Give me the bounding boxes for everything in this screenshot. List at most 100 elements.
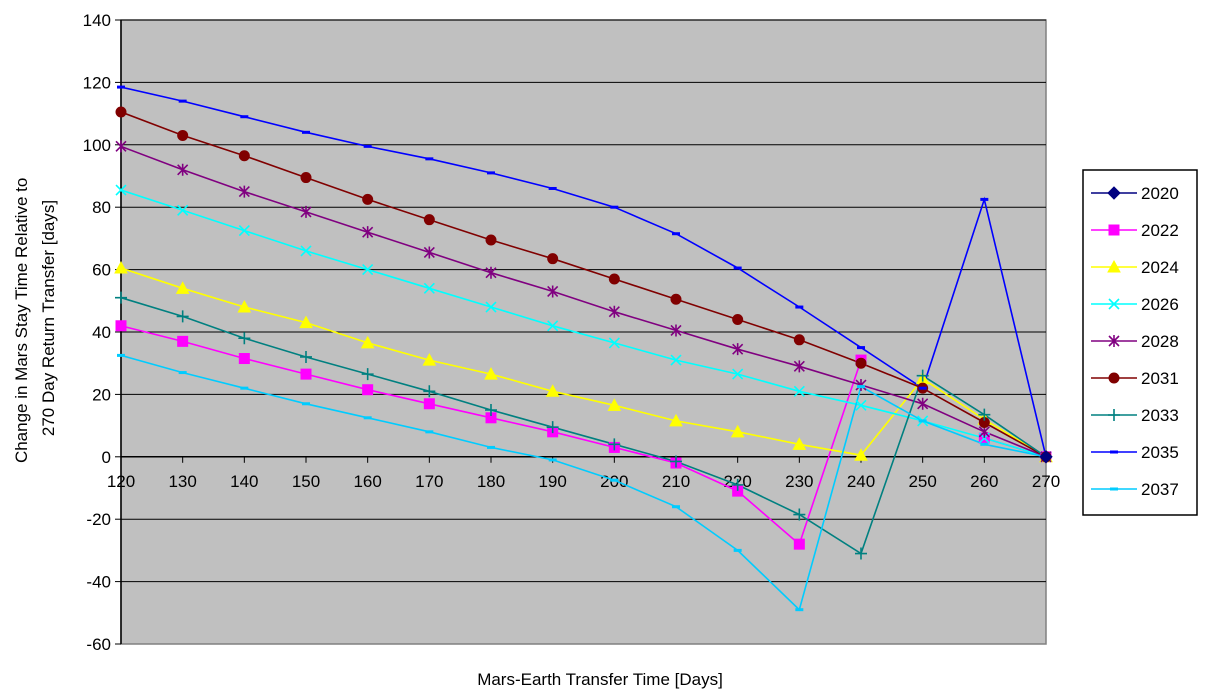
data-point-2026-170 (423, 282, 435, 294)
data-point-2033-130 (176, 310, 189, 323)
data-point-2035-200 (610, 205, 619, 209)
series-line-2028 (120, 145, 1047, 458)
data-point-2028-140 (238, 185, 250, 198)
legend-label: 2020 (1141, 184, 1179, 203)
legend-item-2024: 2024 (1091, 258, 1179, 277)
data-point-2033-210 (670, 455, 682, 468)
data-point-2031-190 (547, 253, 559, 265)
data-point-2035-170 (425, 157, 434, 161)
legend-label: 2026 (1141, 295, 1179, 314)
data-point-2026-210 (670, 354, 682, 366)
y-tick-label: -40 (86, 573, 111, 592)
data-point-2028-240 (855, 379, 867, 392)
data-point-2031-120 (115, 106, 127, 118)
data-point-2035-230 (795, 305, 804, 309)
legend-item-2028: 2028 (1091, 332, 1179, 351)
data-point-2031-180 (485, 234, 497, 246)
series-lines (120, 86, 1047, 612)
data-point-2022-160 (362, 384, 374, 396)
x-tick-label: 270 (1032, 472, 1060, 491)
data-point-2022-230 (793, 538, 805, 550)
data-point-2033-180 (485, 404, 497, 416)
data-point-2033-120 (115, 291, 127, 304)
data-point-2026-200 (608, 337, 620, 349)
data-point-2031-150 (300, 172, 312, 184)
y-axis-label-line-2: 270 Day Return Transfer [days] (39, 200, 58, 436)
data-point-2026-220 (732, 368, 744, 380)
data-point-2028-250 (917, 397, 929, 410)
x-axis-label: Mars-Earth Transfer Time [Days] (477, 670, 723, 689)
data-point-2037-200 (610, 478, 619, 482)
data-point-2026-150 (300, 245, 312, 257)
x-tick-label: 180 (477, 472, 505, 491)
y-tick-label: 40 (92, 323, 111, 342)
data-point-2035-250 (918, 386, 927, 390)
data-point-2033-140 (238, 332, 251, 345)
x-tick-label: 150 (292, 472, 320, 491)
legend-item-2035: 2035 (1091, 443, 1179, 462)
data-point-2031-230 (793, 334, 805, 346)
y-axis-label-line-1: Change in Mars Stay Time Relative to (12, 178, 31, 463)
data-point-2031-240 (855, 357, 867, 369)
y-tick-label: 100 (83, 136, 111, 155)
data-point-2037-150 (302, 402, 310, 406)
data-point-2028-160 (362, 226, 374, 239)
data-point-2024-140 (237, 299, 252, 313)
data-point-2028-220 (732, 343, 744, 356)
data-point-2024-190 (545, 384, 560, 397)
legend-label: 2024 (1141, 258, 1179, 277)
x-tick-label: 230 (785, 472, 813, 491)
legend: 2020 2022 2024 2026 2028 2031 2033 2035 2037 (1082, 169, 1198, 516)
data-point-2022-140 (238, 353, 250, 365)
data-point-2037-140 (240, 386, 249, 390)
data-point-2037-180 (487, 445, 495, 449)
data-point-2024-220 (730, 424, 745, 438)
data-point-2028-180 (485, 266, 497, 279)
data-point-2035-120 (117, 85, 125, 89)
data-point-2022-130 (177, 335, 189, 347)
data-point-2028-120 (115, 140, 127, 153)
legend-label: 2022 (1141, 221, 1179, 240)
data-point-2037-220 (733, 548, 742, 552)
x-tick-label: 170 (415, 472, 443, 491)
y-axis-label: Change in Mars Stay Time Relative to 270… (12, 173, 58, 463)
series-line-2026 (120, 189, 1047, 458)
data-point-2037-170 (425, 430, 434, 434)
y-tick-label: 20 (92, 385, 111, 404)
data-point-2033-200 (608, 438, 621, 451)
data-point-2033-230 (793, 508, 806, 521)
data-point-2028-200 (608, 305, 620, 318)
x-tick-label: 120 (107, 472, 135, 491)
data-point-2026-140 (238, 225, 250, 237)
data-point-2033-250 (916, 369, 929, 382)
data-point-2024-230 (792, 437, 807, 450)
x-tick-label: 140 (230, 472, 258, 491)
data-point-2024-180 (484, 367, 498, 380)
data-point-2035-150 (302, 130, 310, 134)
data-point-2031-220 (732, 314, 744, 326)
series-line-2037 (120, 354, 1047, 612)
legend-item-2020: 2020 (1091, 184, 1179, 203)
data-point-2031-170 (423, 214, 435, 226)
data-point-2037-240 (857, 385, 865, 389)
data-point-2037-160 (363, 416, 372, 420)
data-point-2037-230 (795, 608, 804, 612)
legend-item-2031: 2031 (1091, 369, 1179, 388)
y-tick-label: 140 (83, 11, 111, 30)
y-tick-label: 60 (92, 261, 111, 280)
legend-label: 2028 (1141, 332, 1179, 351)
data-point-2022-120 (115, 320, 127, 332)
x-tick-label: 240 (847, 472, 875, 491)
data-point-2028-170 (423, 246, 435, 259)
data-point-2035-180 (487, 171, 495, 175)
data-point-2033-220 (731, 478, 744, 491)
data-point-2037-260 (980, 442, 989, 446)
y-tick-labels: -60 -40 -20 0 20 40 60 80 100 120 140 (83, 11, 111, 654)
data-point-2037-130 (178, 371, 187, 375)
data-point-2033-160 (361, 368, 374, 381)
legend-item-2037: 2037 (1091, 480, 1179, 499)
legend-item-2022: 2022 (1091, 221, 1179, 240)
legend-label: 2035 (1141, 443, 1179, 462)
data-point-2024-240 (854, 448, 868, 461)
